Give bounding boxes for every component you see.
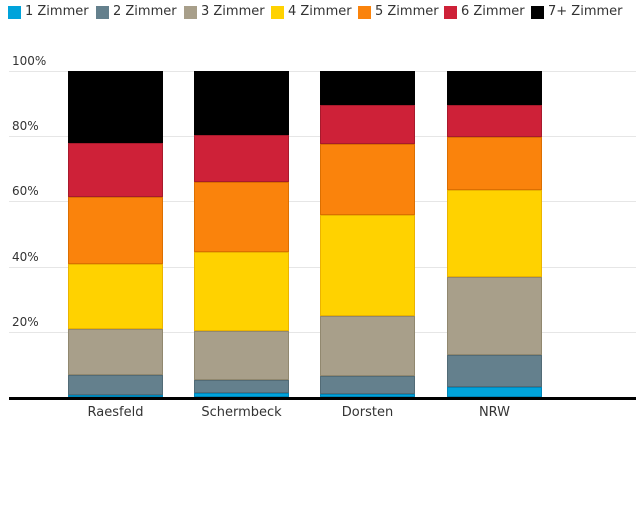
legend-swatch-6-zimmer bbox=[444, 5, 457, 19]
segment-schermbeck-1-zimmer[interactable] bbox=[194, 393, 289, 397]
segment-nrw-4-zimmer[interactable] bbox=[447, 190, 542, 278]
y-axis-label-40: 40% bbox=[12, 249, 39, 264]
segment-raesfeld-5-zimmer[interactable] bbox=[68, 197, 163, 264]
bar-schermbeck bbox=[194, 0, 289, 397]
legend-label: 5 Zimmer bbox=[375, 4, 439, 19]
segment-schermbeck-5-zimmer[interactable] bbox=[194, 181, 289, 252]
legend-swatch-5-zimmer bbox=[358, 5, 371, 19]
legend-label: 4 Zimmer bbox=[288, 4, 352, 19]
bar-nrw bbox=[447, 0, 542, 397]
legend-swatch-2-zimmer bbox=[96, 5, 109, 19]
segment-dorsten-5-zimmer[interactable] bbox=[320, 144, 415, 216]
legend-label: 1 Zimmer bbox=[25, 4, 89, 19]
segment-nrw-1-zimmer[interactable] bbox=[447, 386, 542, 397]
legend-swatch-4-zimmer bbox=[271, 5, 284, 19]
segment-schermbeck-6-zimmer[interactable] bbox=[194, 134, 289, 182]
segment-dorsten-6-zimmer[interactable] bbox=[320, 105, 415, 144]
segment-raesfeld-7-zimmer[interactable] bbox=[68, 71, 163, 144]
segment-raesfeld-2-zimmer[interactable] bbox=[68, 374, 163, 395]
segment-raesfeld-6-zimmer[interactable] bbox=[68, 143, 163, 198]
segment-dorsten-2-zimmer[interactable] bbox=[320, 376, 415, 394]
segment-nrw-7-zimmer[interactable] bbox=[447, 71, 542, 106]
legend-label: 3 Zimmer bbox=[201, 4, 265, 19]
legend-swatch-7-zimmer bbox=[531, 5, 544, 19]
segment-raesfeld-3-zimmer[interactable] bbox=[68, 328, 163, 375]
y-axis-label-60: 60% bbox=[12, 184, 39, 199]
x-axis-label-dorsten: Dorsten bbox=[341, 405, 394, 420]
segment-nrw-2-zimmer[interactable] bbox=[447, 354, 542, 387]
segment-schermbeck-3-zimmer[interactable] bbox=[194, 330, 289, 381]
segment-raesfeld-1-zimmer[interactable] bbox=[68, 394, 163, 397]
segment-dorsten-7-zimmer[interactable] bbox=[320, 71, 415, 106]
x-axis-line bbox=[9, 397, 636, 400]
x-axis-label-raesfeld: Raesfeld bbox=[87, 405, 144, 420]
legend-item-4-zimmer[interactable]: 4 Zimmer bbox=[271, 4, 352, 20]
legend-item-6-zimmer[interactable]: 6 Zimmer bbox=[444, 4, 525, 20]
segment-dorsten-4-zimmer[interactable] bbox=[320, 215, 415, 317]
segment-raesfeld-4-zimmer[interactable] bbox=[68, 263, 163, 329]
y-axis-label-100: 100% bbox=[12, 54, 47, 68]
x-axis-label-nrw: NRW bbox=[478, 405, 511, 420]
legend-label: 7+ Zimmer bbox=[548, 4, 623, 19]
legend-item-3-zimmer[interactable]: 3 Zimmer bbox=[184, 4, 265, 20]
segment-dorsten-3-zimmer[interactable] bbox=[320, 316, 415, 377]
legend-item-5-zimmer[interactable]: 5 Zimmer bbox=[358, 4, 439, 20]
x-axis-label-schermbeck: Schermbeck bbox=[201, 405, 282, 420]
legend-label: 2 Zimmer bbox=[113, 4, 177, 19]
segment-schermbeck-7-zimmer[interactable] bbox=[194, 71, 289, 135]
segment-nrw-3-zimmer[interactable] bbox=[447, 277, 542, 355]
segment-nrw-6-zimmer[interactable] bbox=[447, 105, 542, 138]
y-axis-label-20: 20% bbox=[12, 314, 39, 329]
legend-swatch-3-zimmer bbox=[184, 5, 197, 19]
legend-item-7-zimmer[interactable]: 7+ Zimmer bbox=[531, 4, 622, 20]
legend-item-1-zimmer[interactable]: 1 Zimmer bbox=[8, 4, 89, 20]
bar-raesfeld bbox=[68, 0, 163, 397]
segment-schermbeck-4-zimmer[interactable] bbox=[194, 251, 289, 331]
bar-dorsten bbox=[320, 0, 415, 397]
legend-swatch-1-zimmer bbox=[8, 5, 21, 19]
y-axis-label-80: 80% bbox=[12, 119, 39, 134]
legend-label: 6 Zimmer bbox=[461, 4, 525, 19]
segment-schermbeck-2-zimmer[interactable] bbox=[194, 380, 289, 394]
legend-item-2-zimmer[interactable]: 2 Zimmer bbox=[96, 4, 177, 20]
segment-nrw-5-zimmer[interactable] bbox=[447, 137, 542, 191]
segment-dorsten-1-zimmer[interactable] bbox=[320, 393, 415, 397]
